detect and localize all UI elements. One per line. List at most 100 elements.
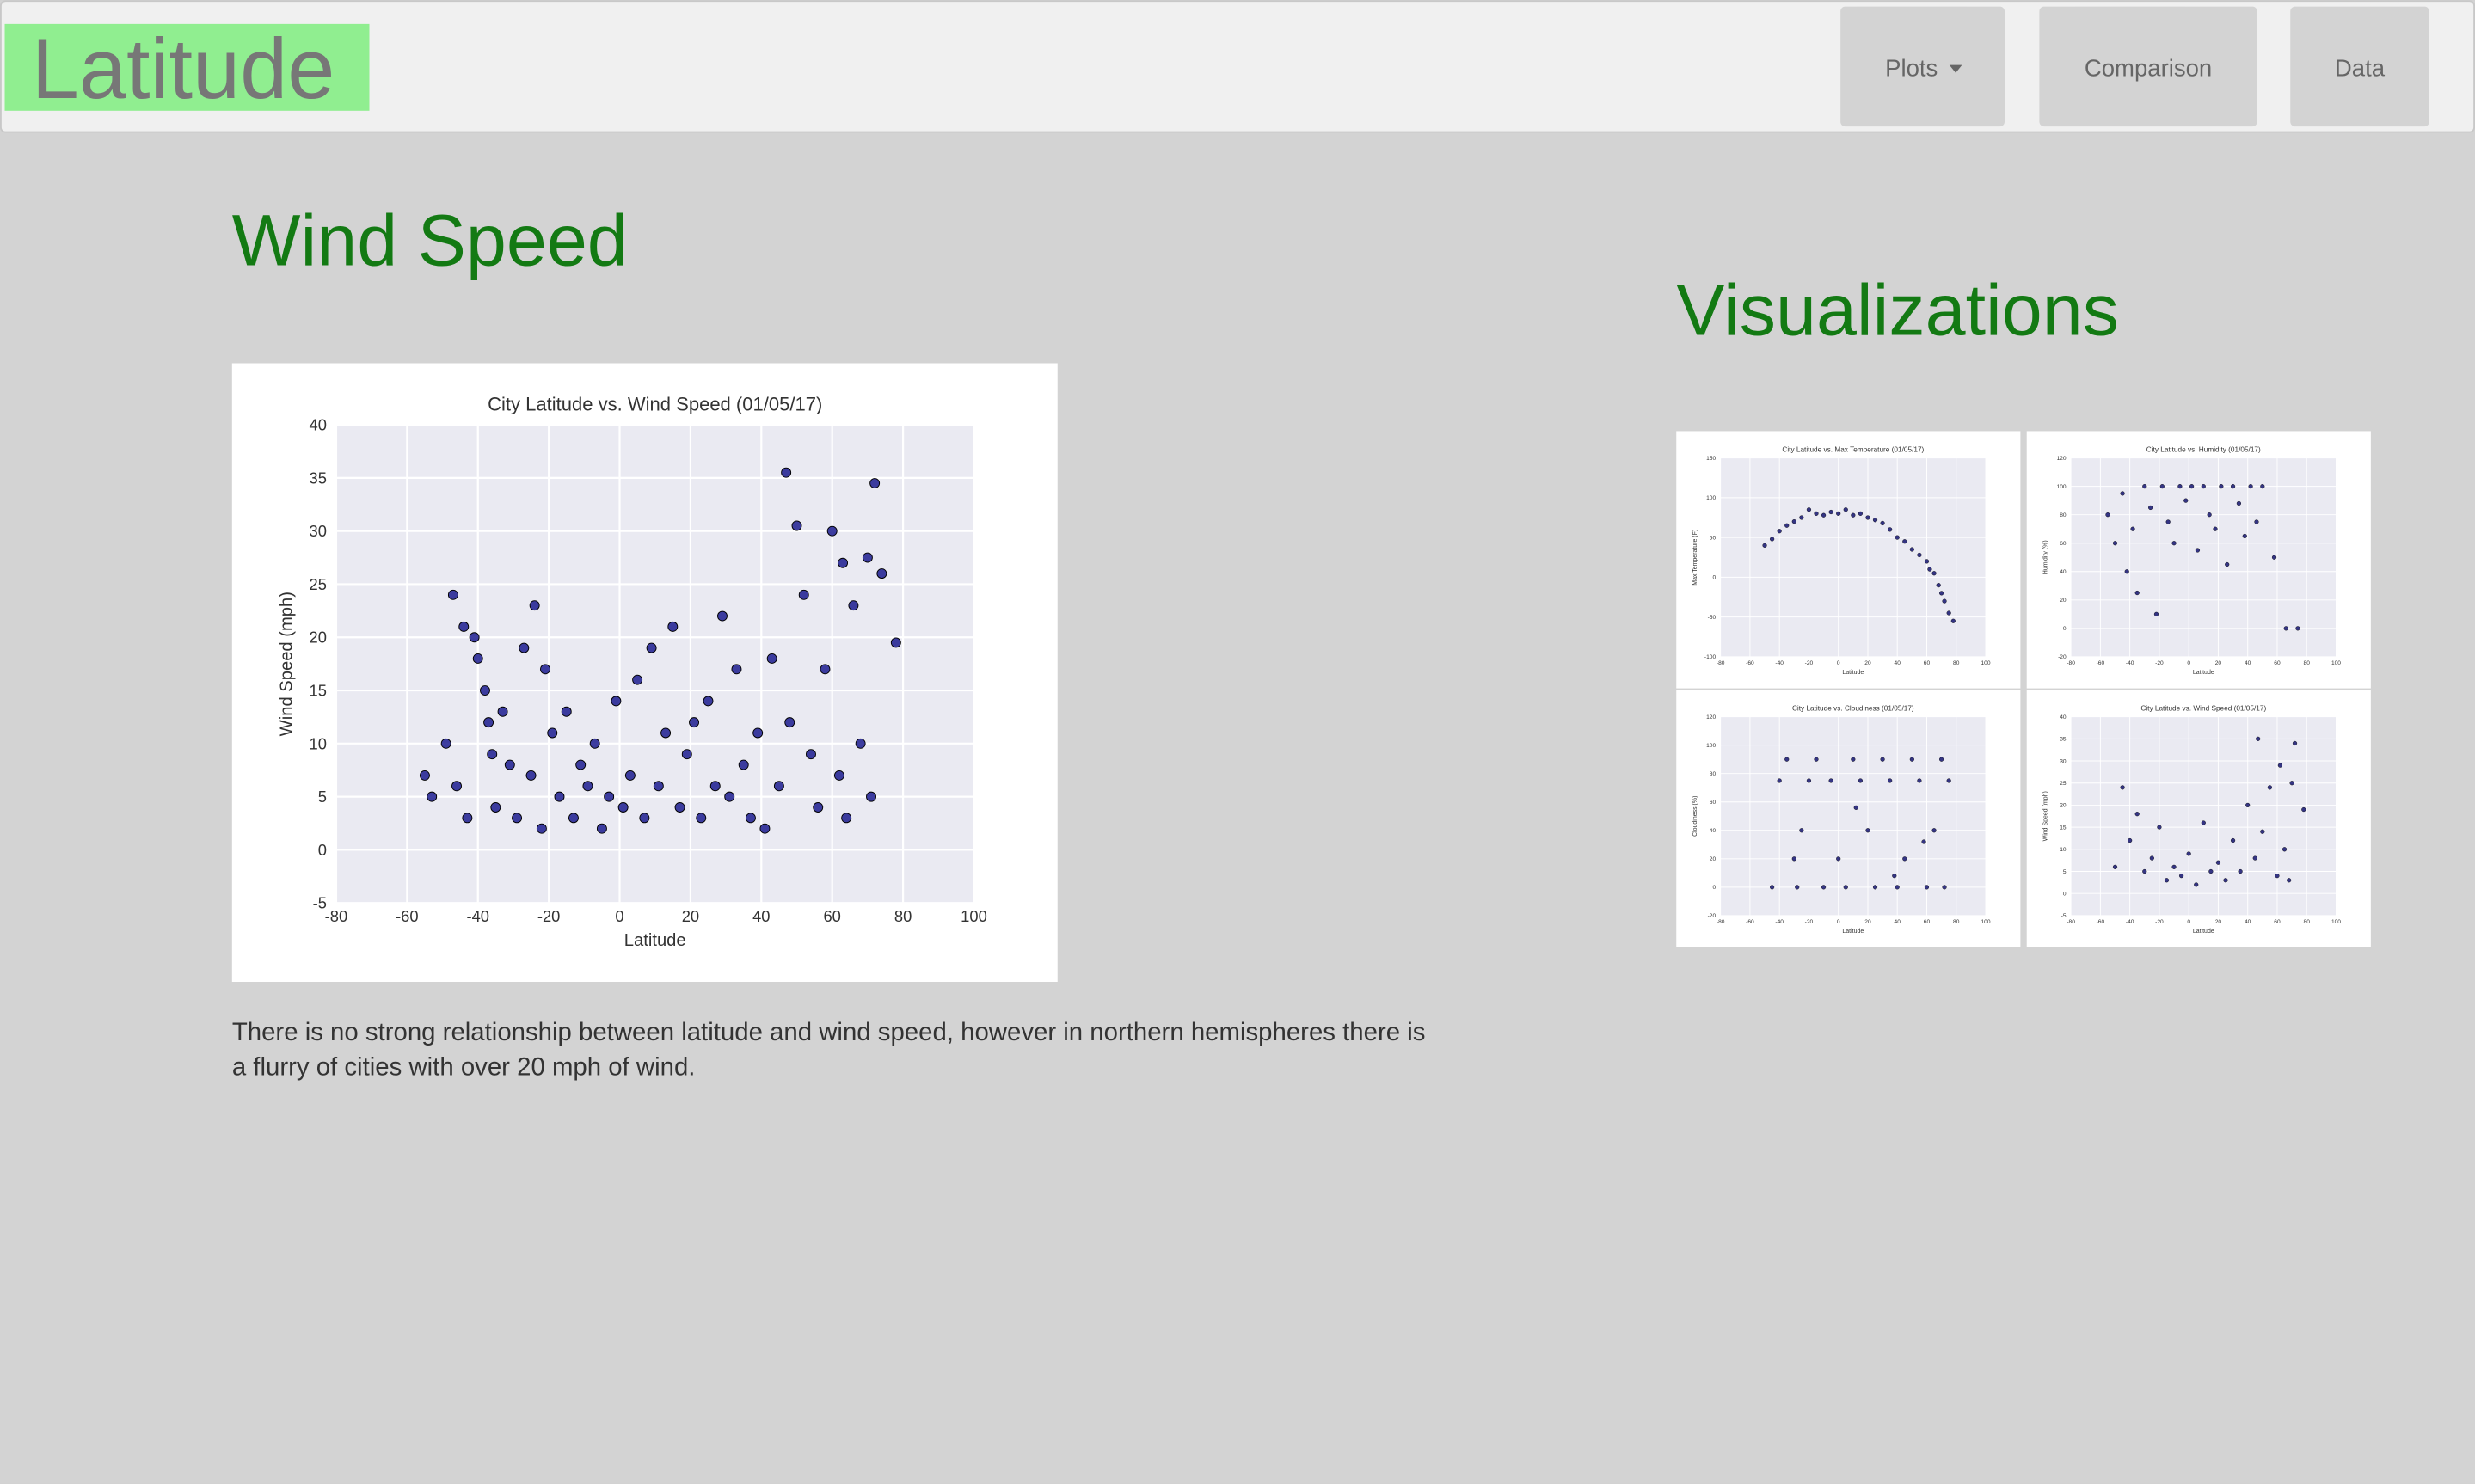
brand[interactable]: Latitude bbox=[32, 21, 335, 117]
point bbox=[2105, 512, 2110, 518]
x-tick-label: 100 bbox=[1981, 660, 1991, 666]
point bbox=[1784, 523, 1790, 528]
point bbox=[2289, 781, 2294, 786]
x-tick-label: 20 bbox=[1864, 919, 1871, 925]
point bbox=[2112, 864, 2118, 869]
point bbox=[1942, 598, 1947, 604]
point bbox=[1770, 885, 1775, 890]
point bbox=[2245, 802, 2251, 808]
point bbox=[2271, 555, 2277, 560]
plot-area bbox=[2071, 457, 2337, 657]
x-tick-label: -20 bbox=[1805, 660, 1814, 666]
point bbox=[674, 802, 685, 813]
point bbox=[745, 813, 756, 824]
point bbox=[1950, 618, 1956, 623]
x-axis-label: Latitude bbox=[1842, 929, 1864, 935]
point bbox=[1821, 512, 1827, 518]
point bbox=[2165, 519, 2171, 524]
y-tick-label: 20 bbox=[310, 629, 327, 647]
x-tick-label: -40 bbox=[1775, 660, 1784, 666]
point bbox=[2153, 611, 2159, 616]
point bbox=[890, 637, 901, 648]
x-tick-label: -80 bbox=[325, 907, 348, 925]
point bbox=[855, 738, 866, 749]
y-axis-label: Max Temperature (F) bbox=[1692, 530, 1698, 586]
point bbox=[1880, 757, 1885, 762]
point bbox=[2215, 860, 2221, 865]
point bbox=[1843, 885, 1848, 890]
point bbox=[1777, 529, 1782, 534]
x-tick-label: 60 bbox=[1924, 919, 1931, 925]
nav-item[interactable]: Data bbox=[2335, 54, 2386, 81]
x-tick-label: -80 bbox=[2067, 660, 2075, 666]
y-tick-label: 40 bbox=[310, 415, 327, 433]
point bbox=[1917, 778, 1922, 783]
heading: Visualizations bbox=[1676, 269, 2119, 350]
point bbox=[2189, 484, 2195, 489]
x-tick-label: -40 bbox=[466, 907, 489, 925]
point bbox=[2171, 541, 2177, 546]
y-tick-label: -20 bbox=[1708, 913, 1717, 919]
point bbox=[2112, 541, 2118, 546]
y-tick-label: 60 bbox=[2060, 541, 2067, 547]
point bbox=[791, 520, 802, 531]
nav-button[interactable] bbox=[1840, 6, 2005, 127]
point bbox=[2177, 484, 2183, 489]
point bbox=[2287, 878, 2292, 883]
point bbox=[752, 727, 764, 739]
point bbox=[1872, 885, 1878, 890]
point bbox=[738, 759, 749, 770]
x-tick-label: 0 bbox=[2187, 919, 2190, 925]
y-tick-label: 100 bbox=[1706, 743, 1716, 749]
point bbox=[1888, 778, 1893, 783]
y-tick-label: 30 bbox=[310, 522, 327, 540]
point bbox=[540, 664, 550, 675]
x-axis-label: Latitude bbox=[624, 931, 686, 950]
point bbox=[1939, 757, 1944, 762]
x-tick-label: -60 bbox=[1746, 660, 1754, 666]
y-tick-label: 5 bbox=[318, 788, 327, 806]
x-axis-label: Latitude bbox=[2193, 929, 2214, 935]
x-tick-label: 0 bbox=[2187, 660, 2190, 666]
nav-item[interactable]: Plots bbox=[1885, 54, 1938, 81]
caret[interactable] bbox=[1949, 64, 1962, 73]
point bbox=[2282, 847, 2288, 852]
x-tick-label: -60 bbox=[2097, 919, 2105, 925]
point bbox=[547, 727, 558, 739]
point bbox=[2267, 785, 2272, 790]
point bbox=[1946, 778, 1951, 783]
point bbox=[1828, 509, 1833, 515]
point bbox=[2142, 868, 2147, 874]
x-tick-label: 40 bbox=[2245, 919, 2251, 925]
x-tick-label: 100 bbox=[961, 907, 987, 925]
point bbox=[1895, 885, 1900, 890]
point bbox=[833, 770, 844, 781]
point bbox=[2283, 626, 2288, 631]
point bbox=[1924, 559, 1930, 564]
y-tick-label: -50 bbox=[1708, 615, 1717, 621]
y-tick-label: 15 bbox=[2060, 825, 2067, 831]
x-tick-label: 0 bbox=[1837, 919, 1840, 925]
plot-area bbox=[1720, 716, 1987, 916]
point bbox=[838, 557, 849, 568]
point bbox=[709, 781, 721, 792]
x-tick-label: 40 bbox=[1895, 919, 1901, 925]
point bbox=[2120, 491, 2125, 496]
point bbox=[575, 759, 587, 770]
point bbox=[681, 749, 692, 760]
point bbox=[869, 478, 881, 489]
point bbox=[1821, 885, 1827, 890]
point bbox=[536, 823, 547, 834]
point bbox=[512, 813, 523, 824]
nav-item[interactable]: Comparison bbox=[2085, 54, 2212, 81]
brand-box[interactable] bbox=[4, 23, 370, 111]
point bbox=[841, 813, 852, 824]
nav-button[interactable] bbox=[2039, 6, 2257, 127]
y-tick-label: 25 bbox=[2060, 781, 2067, 787]
point bbox=[525, 770, 537, 781]
point bbox=[2260, 484, 2265, 489]
nav-button[interactable] bbox=[2290, 6, 2429, 127]
point bbox=[2179, 874, 2184, 879]
point bbox=[1924, 885, 1930, 890]
